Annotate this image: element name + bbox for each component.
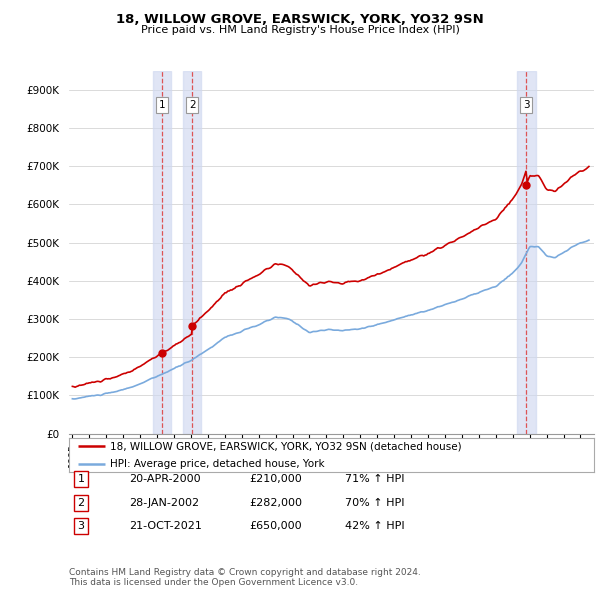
Text: HPI: Average price, detached house, York: HPI: Average price, detached house, York — [110, 460, 325, 470]
Text: Contains HM Land Registry data © Crown copyright and database right 2024.
This d: Contains HM Land Registry data © Crown c… — [69, 568, 421, 587]
Text: 3: 3 — [523, 100, 530, 110]
Text: 28-JAN-2002: 28-JAN-2002 — [129, 498, 199, 507]
Text: 42% ↑ HPI: 42% ↑ HPI — [345, 522, 404, 531]
Text: 2: 2 — [77, 498, 85, 507]
Text: £210,000: £210,000 — [249, 474, 302, 484]
Text: Price paid vs. HM Land Registry's House Price Index (HPI): Price paid vs. HM Land Registry's House … — [140, 25, 460, 35]
Text: 71% ↑ HPI: 71% ↑ HPI — [345, 474, 404, 484]
Text: £282,000: £282,000 — [249, 498, 302, 507]
Text: 70% ↑ HPI: 70% ↑ HPI — [345, 498, 404, 507]
Text: 1: 1 — [158, 100, 165, 110]
Text: 18, WILLOW GROVE, EARSWICK, YORK, YO32 9SN: 18, WILLOW GROVE, EARSWICK, YORK, YO32 9… — [116, 13, 484, 26]
Bar — [183, 71, 202, 434]
Text: 2: 2 — [189, 100, 196, 110]
Text: 3: 3 — [77, 522, 85, 531]
Text: 18, WILLOW GROVE, EARSWICK, YORK, YO32 9SN (detached house): 18, WILLOW GROVE, EARSWICK, YORK, YO32 9… — [110, 441, 461, 451]
Bar — [152, 71, 171, 434]
Text: 20-APR-2000: 20-APR-2000 — [129, 474, 200, 484]
Text: £650,000: £650,000 — [249, 522, 302, 531]
Text: 1: 1 — [77, 474, 85, 484]
Text: 21-OCT-2021: 21-OCT-2021 — [129, 522, 202, 531]
Bar — [517, 71, 536, 434]
